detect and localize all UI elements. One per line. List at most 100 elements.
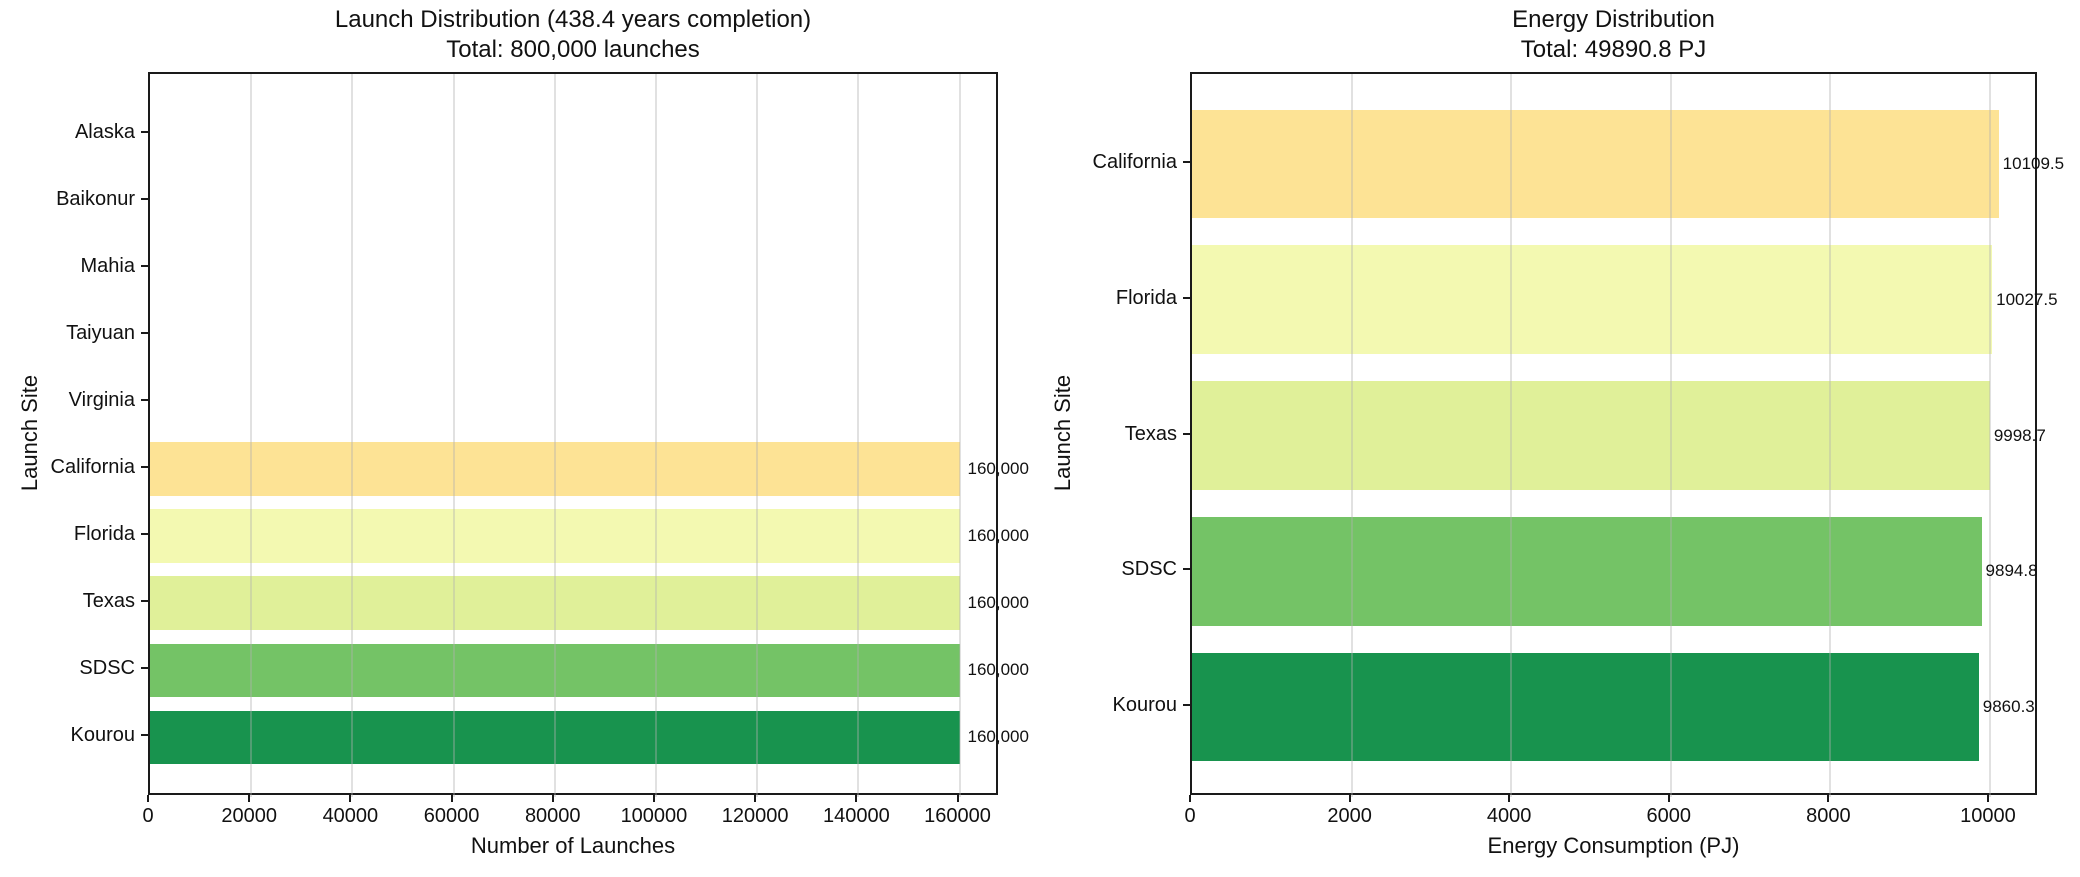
y-tick-label: Virginia [68,388,135,411]
y-tick-mark [141,197,148,200]
bar-california [1192,109,1999,219]
y-tick-mark [141,533,148,536]
gridline [452,74,455,797]
bar-value-label: 10027.5 [1996,289,2058,309]
y-tick-mark [141,667,148,670]
x-tick-mark [1508,795,1511,802]
y-tick-mark [141,264,148,267]
gridline [1510,74,1513,797]
chart-subtitle-line: Total: 800,000 launches [446,36,700,63]
x-tick-label: 140000 [822,805,890,827]
bar-value-label: 9894.8 [1985,561,2038,581]
bar-sdsc [150,643,960,698]
x-tick-mark [1986,795,1989,802]
bar-value-label: 160,000 [967,526,1029,546]
y-tick-label: California [50,456,135,479]
y-tick-label: Texas [82,590,135,613]
y-tick-label: Baikonur [56,187,135,210]
x-tick-label: 2000 [1327,805,1372,827]
x-tick-label: 8000 [1806,805,1851,827]
y-tick-mark [1183,432,1190,435]
chart-title: Launch Distribution (438.4 years complet… [148,5,998,65]
bar-kourou [150,710,960,765]
bar-sdsc [1192,516,1982,626]
x-tick-mark [1667,795,1670,802]
gridline [1829,74,1832,797]
bar-value-label: 9998.7 [1993,425,2046,445]
y-tick-label: California [1092,150,1177,173]
y-tick-label: Taiyuan [66,321,135,344]
y-tick-label: Florida [73,523,135,546]
y-tick-label: Mahia [80,254,135,277]
bar-value-label: 160,000 [967,727,1029,747]
x-tick-label: 160000 [924,805,991,827]
y-tick-mark [141,600,148,603]
chart-title-line: Launch Distribution (438.4 years complet… [334,6,812,33]
x-tick-label: 20000 [221,805,277,827]
x-tick-mark [1827,795,1830,802]
gridline [1988,74,1991,797]
y-tick-mark [1183,704,1190,707]
y-tick-mark [141,331,148,334]
y-tick-mark [141,734,148,737]
x-tick-label: 100000 [620,805,688,827]
gridline [1669,74,1672,797]
y-tick-label: Texas [1124,422,1177,445]
x-tick-label: 6000 [1646,805,1692,827]
x-tick-mark [551,795,554,802]
x-tick-label: 0 [142,805,154,827]
y-tick-mark [141,130,148,133]
x-axis-label: Number of Launches [470,833,676,858]
x-tick-label: 80000 [524,805,581,827]
plot-area: 160,000 160,000 160,000 160,000 160,000 [148,72,1029,797]
x-tick-mark [652,795,655,802]
chart-title-line: Energy Distribution [1512,6,1715,33]
bar-value-label: 160,000 [967,459,1029,479]
x-tick-mark [956,795,959,802]
x-tick-mark [754,795,757,802]
gridline [958,74,961,797]
bar-value-label: 10109.5 [2002,153,2065,173]
x-tick-label: 120000 [721,805,789,827]
bar-florida [1192,245,1993,354]
y-tick-mark [141,466,148,469]
bar-value-label: 160,000 [967,593,1029,613]
gridline [553,74,556,797]
x-tick-label: 60000 [423,805,480,827]
x-tick-label: 40000 [322,805,379,827]
y-tick-mark [1183,568,1190,571]
gridline [857,74,860,797]
y-tick-mark [141,398,148,401]
x-tick-label: 0 [1184,805,1196,827]
x-tick-mark [147,795,149,802]
x-tick-label: 4000 [1486,805,1532,827]
x-tick-mark [855,795,858,802]
y-tick-label: SDSC [1121,558,1177,581]
y-tick-label: Kourou [70,724,136,747]
x-axis-label: Energy Consumption (PJ) [1487,833,1740,858]
x-tick-mark [1189,795,1191,802]
x-tick-mark [1348,795,1351,802]
bar-texas [150,576,960,631]
gridline [756,74,759,797]
plot-area: 10109.5 10027.5 9998.7 9894.8 9860.3 [1190,72,2064,797]
y-tick-label: Florida [1115,286,1177,309]
y-tick-label: Kourou [1112,694,1178,717]
y-tick-mark [1183,296,1190,299]
chart-subtitle-line: Total: 49890.8 PJ [1520,36,1707,63]
bar-kourou [1192,652,1979,762]
gridline [1350,74,1353,797]
bar-texas [1192,381,1990,490]
bar-value-label: 160,000 [967,660,1029,680]
y-tick-label: SDSC [79,657,135,680]
x-tick-mark [450,795,453,802]
chart-title: Energy Distribution Total: 49890.8 PJ [1190,5,2037,65]
gridline [654,74,657,797]
y-tick-mark [1183,160,1190,163]
x-tick-label: 10000 [1960,805,2016,827]
bar-florida [150,509,960,563]
gridline [351,74,354,797]
